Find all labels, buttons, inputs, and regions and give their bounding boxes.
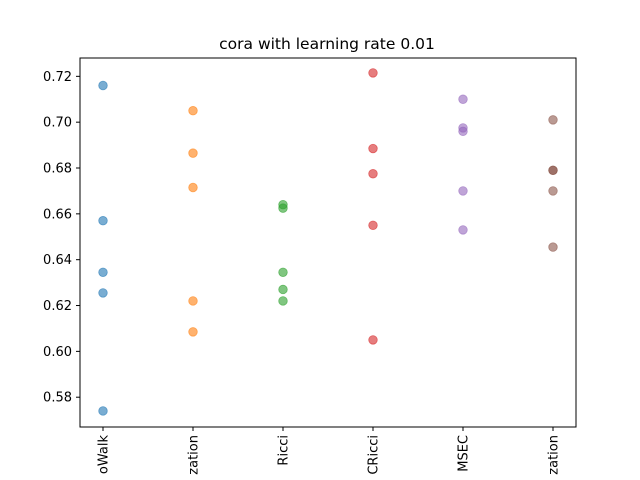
chart-title: cora with learning rate 0.01 <box>219 35 435 53</box>
data-point <box>548 242 558 252</box>
y-tick-label: 0.70 <box>43 116 72 131</box>
y-tick-label: 0.68 <box>43 162 72 177</box>
data-point <box>98 216 108 226</box>
data-point <box>188 296 198 306</box>
data-point <box>368 169 378 179</box>
y-tick-label: 0.72 <box>43 70 72 85</box>
data-point <box>278 296 288 306</box>
x-tick-label: CRicci <box>367 435 382 475</box>
data-point <box>548 186 558 196</box>
data-point <box>368 68 378 78</box>
data-point <box>458 225 468 235</box>
plot-area: 0.58 0.60 0.62 0.64 0.66 0.68 0.70 0.72 oWalk zat… <box>43 68 562 475</box>
x-tick-label: zation <box>547 435 562 475</box>
data-point <box>188 106 198 116</box>
data-point <box>548 115 558 125</box>
x-tick-label: MSEC <box>457 435 472 472</box>
y-tick-label: 0.62 <box>43 299 72 314</box>
data-point <box>368 220 378 231</box>
y-tick-label: 0.64 <box>43 253 72 268</box>
data-point <box>458 126 468 137</box>
y-tick-label: 0.60 <box>43 345 72 360</box>
data-point <box>278 284 288 295</box>
plot-frame <box>79 57 577 428</box>
data-point <box>458 94 468 104</box>
data-point <box>98 267 108 277</box>
data-point <box>98 288 108 298</box>
data-point <box>278 267 288 277</box>
data-point <box>368 143 378 154</box>
x-tick-label: zation <box>187 435 202 475</box>
data-point <box>188 182 198 193</box>
data-point <box>458 186 468 196</box>
data-point <box>188 148 198 158</box>
data-point <box>188 327 198 337</box>
data-point <box>548 165 558 176</box>
y-tick-label: 0.66 <box>43 207 72 222</box>
data-point <box>98 80 108 91</box>
x-tick-label: Ricci <box>277 435 292 466</box>
data-point <box>98 406 108 416</box>
x-tick-label: oWalk <box>97 435 112 475</box>
data-point <box>278 203 288 213</box>
data-point <box>368 335 378 345</box>
y-tick-label: 0.58 <box>43 391 72 406</box>
